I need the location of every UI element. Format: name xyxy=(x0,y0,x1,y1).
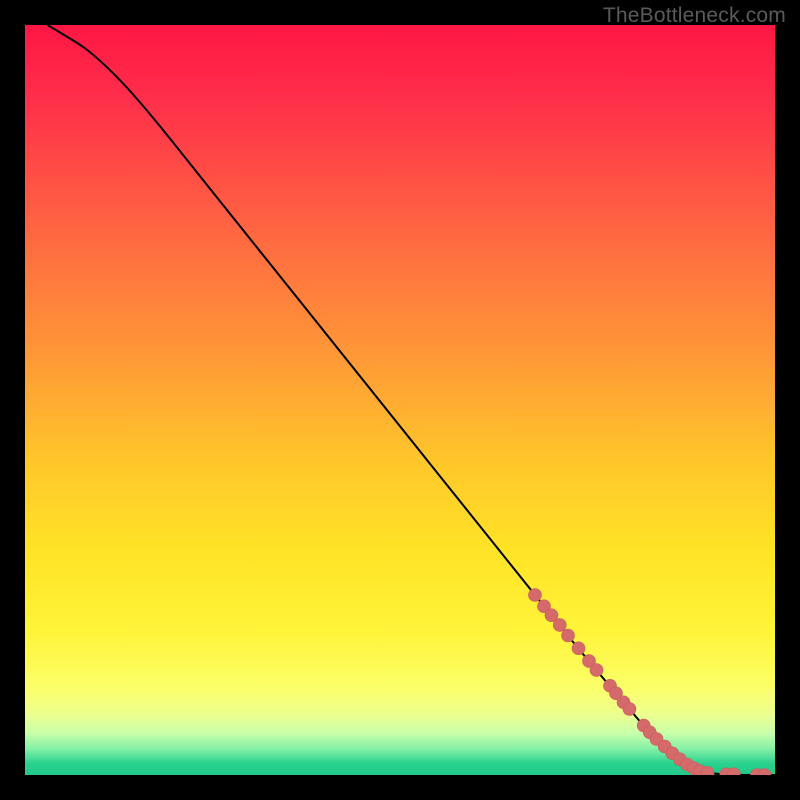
scatter-marker xyxy=(590,664,603,677)
scatter-marker xyxy=(572,642,585,655)
scatter-marker xyxy=(623,703,636,716)
scatter-marker xyxy=(529,589,542,602)
scatter-marker xyxy=(562,629,575,642)
scatter-marker xyxy=(553,619,566,632)
chart-frame: TheBottleneck.com xyxy=(0,0,800,800)
chart-svg xyxy=(25,25,775,775)
plot-area xyxy=(25,25,775,775)
gradient-background xyxy=(25,25,775,775)
